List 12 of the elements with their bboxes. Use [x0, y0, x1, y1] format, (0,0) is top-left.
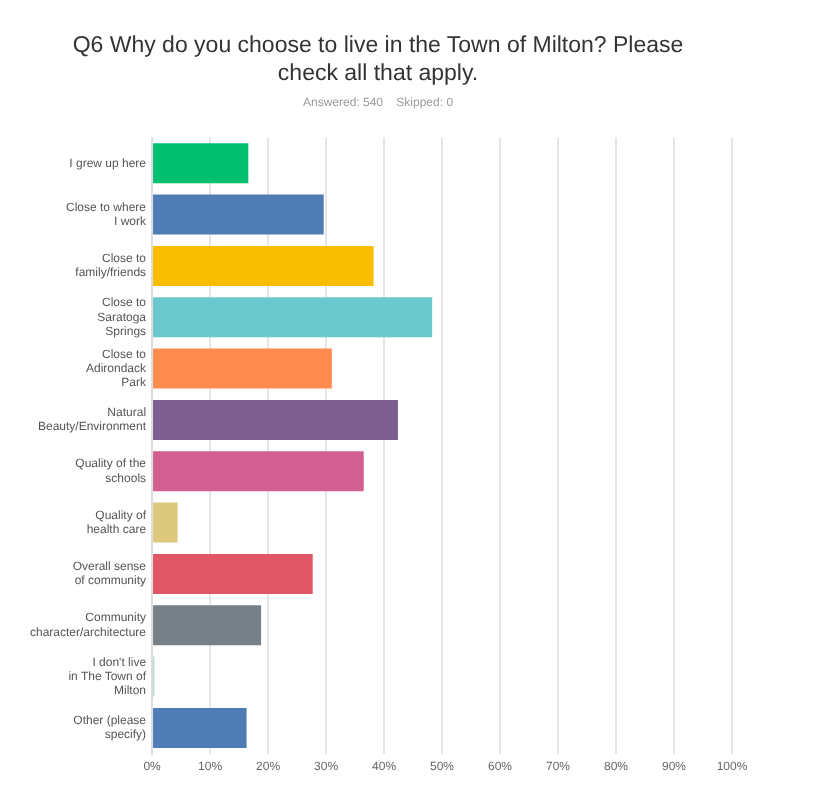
bar [153, 553, 313, 594]
bar [153, 143, 249, 184]
bar [153, 348, 332, 389]
bar [153, 451, 364, 492]
bar [153, 605, 262, 646]
bar [153, 707, 247, 748]
bar [153, 297, 433, 338]
bar [153, 502, 178, 543]
bar [153, 194, 324, 235]
bar [153, 399, 398, 440]
bar [153, 245, 374, 286]
chart-title: Q6 Why do you choose to live in the Town of Milton? Please check all that apply. [72, 34, 684, 86]
